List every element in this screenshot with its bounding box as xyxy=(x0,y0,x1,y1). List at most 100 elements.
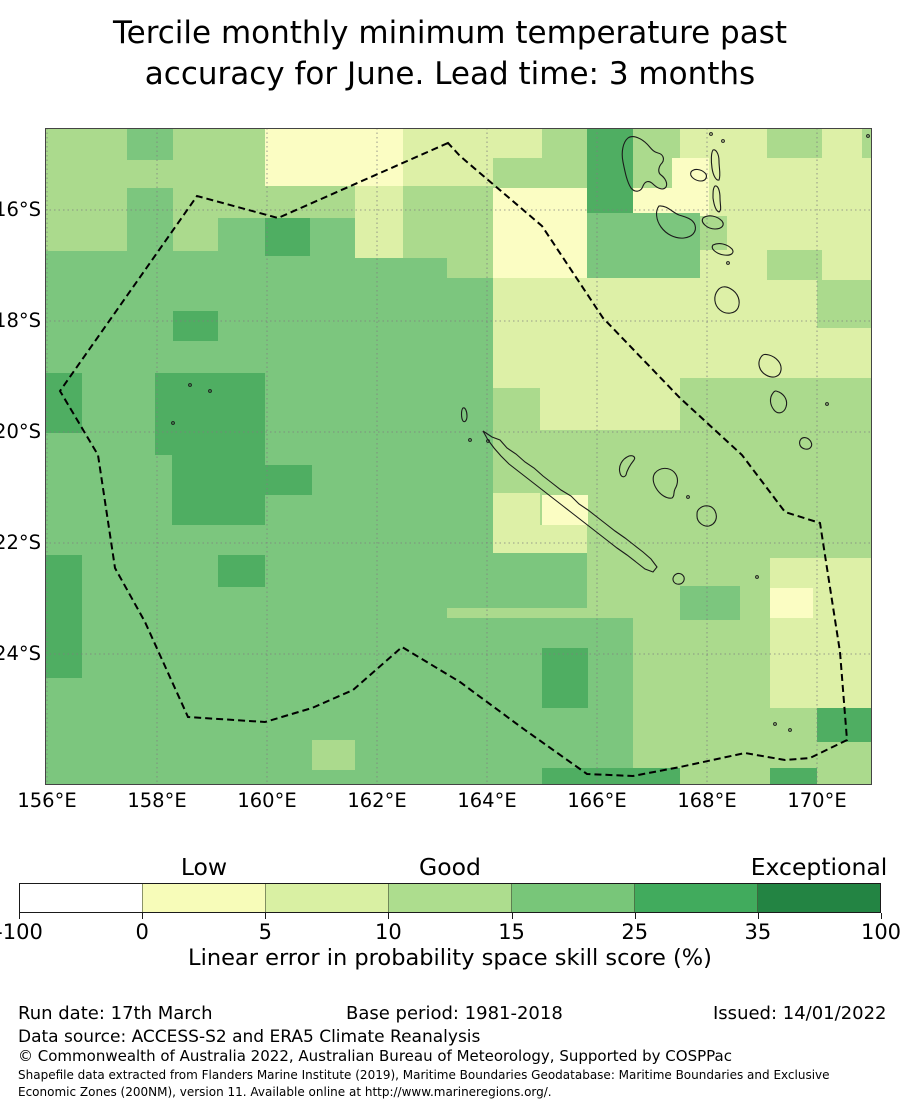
skill-cell xyxy=(127,128,173,160)
island-coastline xyxy=(799,437,813,450)
island-coastline xyxy=(656,205,696,239)
colorbar-tick-label: 100 xyxy=(860,920,900,944)
skill-cell xyxy=(403,186,493,258)
colorbar-category-label: Exceptional xyxy=(750,853,888,881)
skill-cell xyxy=(172,455,265,525)
skill-cell xyxy=(265,128,403,186)
skill-cell xyxy=(45,373,82,433)
footer-base-period: Base period: 1981-2018 xyxy=(346,1003,563,1024)
footer-shapefile-note: Shapefile data extracted from Flanders M… xyxy=(18,1068,830,1099)
colorbar-tickmark xyxy=(388,913,390,919)
skill-cell xyxy=(493,493,540,525)
island-coastline xyxy=(482,430,658,573)
footer-copyright: © Commonwealth of Australia 2022, Austra… xyxy=(18,1047,732,1065)
island-coastline xyxy=(710,149,721,181)
lat-axis-label: 18°S xyxy=(0,309,41,332)
colorbar-segment xyxy=(511,884,634,912)
skill-cell xyxy=(265,218,310,256)
lon-axis-label: 158°E xyxy=(127,789,187,812)
lon-axis-label: 160°E xyxy=(237,789,297,812)
lat-axis-label: 16°S xyxy=(0,198,41,221)
skill-cell xyxy=(542,648,588,708)
skill-cell xyxy=(265,465,312,495)
colorbar-caption: Linear error in probability space skill … xyxy=(188,945,712,971)
skill-cell xyxy=(355,186,403,258)
skill-cell xyxy=(540,380,680,430)
colorbar-tick-label: 25 xyxy=(621,920,649,944)
skill-cell xyxy=(265,186,355,218)
map-frame xyxy=(45,128,872,785)
colorbar-segment xyxy=(142,884,265,912)
title-line-1: Tercile monthly minimum temperature past xyxy=(112,15,788,51)
colorbar-tickmark xyxy=(634,913,636,919)
colorbar-category-label: Low xyxy=(180,853,228,881)
island-coastline xyxy=(652,467,679,499)
lat-axis-label: 24°S xyxy=(0,642,41,665)
island-coastline xyxy=(696,505,717,527)
islet-dot xyxy=(468,438,472,442)
skill-cell xyxy=(672,158,709,216)
island-coastline xyxy=(712,185,722,213)
skill-cell xyxy=(493,553,587,608)
lon-axis-label: 156°E xyxy=(17,789,77,812)
colorbar-tick-label: -100 xyxy=(0,920,43,944)
eez-boundary xyxy=(58,141,849,778)
skill-cell xyxy=(542,768,680,785)
skill-cell xyxy=(493,158,542,188)
colorbar-segment xyxy=(265,884,388,912)
colorbar-tick-label: 10 xyxy=(375,920,402,944)
skill-cell xyxy=(587,213,700,278)
colorbar-tickmark xyxy=(265,913,267,919)
colorbar-tick-label: 0 xyxy=(135,920,149,944)
skill-cell xyxy=(770,558,872,708)
colorbar-tickmark xyxy=(511,913,513,919)
skill-cell xyxy=(493,525,587,553)
lat-axis-label: 22°S xyxy=(0,531,41,554)
skill-cell xyxy=(218,555,265,587)
islet-dot xyxy=(825,402,829,406)
skill-cell xyxy=(218,218,265,251)
island-coastline xyxy=(714,286,740,314)
footer-run-date: Run date: 17th March xyxy=(18,1003,213,1024)
islet-dot xyxy=(208,389,212,393)
colorbar xyxy=(19,883,881,913)
islet-dot xyxy=(726,261,730,265)
skill-cell xyxy=(770,768,817,785)
islet-dot xyxy=(755,575,759,579)
colorbar-tick-label: 15 xyxy=(498,920,525,944)
islet-dot xyxy=(721,139,725,143)
colorbar-segment xyxy=(634,884,757,912)
islet-dot xyxy=(188,383,192,387)
islet-dot xyxy=(788,728,792,732)
skill-cell xyxy=(155,373,265,455)
skill-cell xyxy=(680,586,740,620)
island-coastline xyxy=(701,215,724,230)
island-coastline xyxy=(672,572,685,585)
colorbar-segment xyxy=(388,884,511,912)
skill-cell xyxy=(767,250,822,280)
footer-data-source: Data source: ACCESS-S2 and ERA5 Climate … xyxy=(18,1027,481,1047)
skill-cell xyxy=(767,128,822,158)
colorbar-tickmark xyxy=(142,913,144,919)
island-coastline xyxy=(690,168,707,182)
skill-cell xyxy=(770,588,813,618)
lon-axis-label: 162°E xyxy=(347,789,407,812)
skill-cell xyxy=(45,555,82,678)
islet-dot xyxy=(866,134,870,138)
island-coastline xyxy=(460,407,468,423)
islet-dot xyxy=(773,722,777,726)
islet-dot xyxy=(171,421,175,425)
colorbar-tick-label: 5 xyxy=(258,920,272,944)
lon-axis-label: 164°E xyxy=(457,789,517,812)
colorbar-tick-label: 35 xyxy=(744,920,772,944)
map-canvas xyxy=(45,128,872,785)
lon-axis-label: 166°E xyxy=(567,789,627,812)
island-coastline xyxy=(621,136,668,192)
lon-axis-label: 170°E xyxy=(787,789,847,812)
skill-cell xyxy=(312,740,355,770)
islet-dot xyxy=(709,132,713,136)
lon-axis-label: 168°E xyxy=(677,789,737,812)
colorbar-tickmark xyxy=(757,913,759,919)
islet-dot xyxy=(486,439,490,443)
